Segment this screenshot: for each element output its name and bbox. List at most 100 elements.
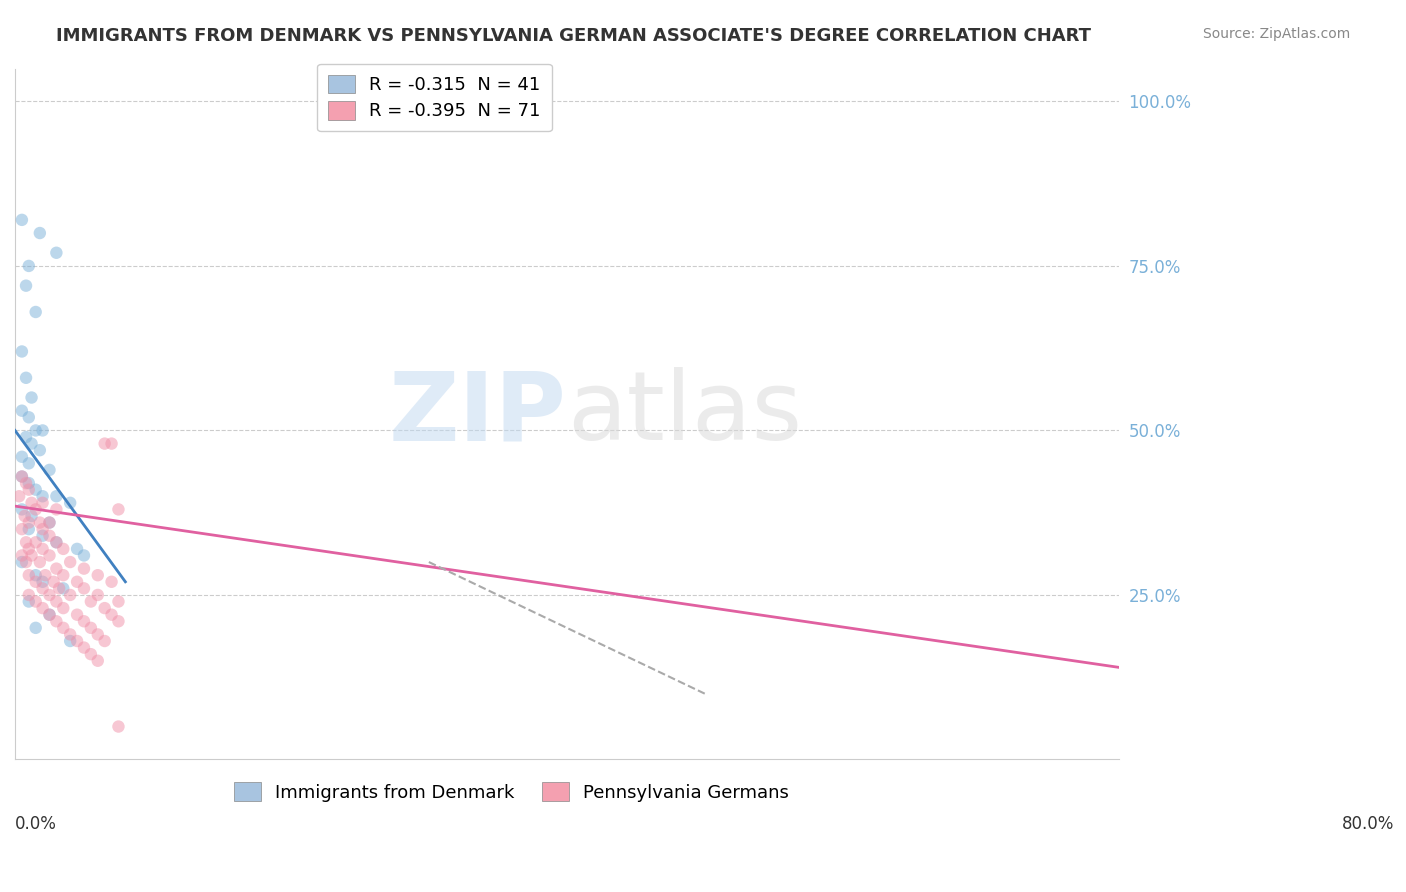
- Point: [100, 436, 122, 450]
- Point: [66, 541, 89, 556]
- Point: [73, 561, 96, 575]
- Point: [11, 212, 34, 227]
- Point: [14, 508, 37, 523]
- Point: [107, 594, 129, 608]
- Point: [87, 627, 110, 641]
- Point: [34, 568, 56, 582]
- Point: [24, 594, 46, 608]
- Point: [11, 502, 34, 516]
- Point: [59, 555, 82, 569]
- Point: [11, 522, 34, 536]
- Point: [93, 634, 115, 648]
- Point: [31, 574, 53, 589]
- Point: [45, 594, 67, 608]
- Point: [11, 344, 34, 359]
- Text: 0.0%: 0.0%: [15, 814, 56, 833]
- Point: [87, 568, 110, 582]
- Point: [17, 594, 39, 608]
- Point: [17, 483, 39, 497]
- Point: [17, 516, 39, 530]
- Text: 80.0%: 80.0%: [1343, 814, 1395, 833]
- Point: [107, 614, 129, 628]
- Point: [31, 582, 53, 596]
- Point: [24, 424, 46, 438]
- Point: [17, 456, 39, 470]
- Point: [73, 582, 96, 596]
- Point: [42, 574, 65, 589]
- Point: [38, 529, 60, 543]
- Point: [17, 259, 39, 273]
- Point: [38, 549, 60, 563]
- Point: [38, 463, 60, 477]
- Point: [73, 549, 96, 563]
- Point: [73, 640, 96, 655]
- Text: atlas: atlas: [567, 368, 801, 460]
- Point: [45, 561, 67, 575]
- Point: [52, 582, 75, 596]
- Point: [15, 535, 38, 549]
- Point: [45, 614, 67, 628]
- Point: [17, 522, 39, 536]
- Point: [28, 443, 51, 458]
- Point: [15, 371, 38, 385]
- Point: [87, 654, 110, 668]
- Point: [31, 601, 53, 615]
- Point: [73, 614, 96, 628]
- Point: [45, 502, 67, 516]
- Point: [31, 541, 53, 556]
- Point: [11, 469, 34, 483]
- Point: [38, 588, 60, 602]
- Point: [28, 555, 51, 569]
- Point: [24, 535, 46, 549]
- Point: [66, 574, 89, 589]
- Point: [17, 541, 39, 556]
- Point: [24, 483, 46, 497]
- Point: [11, 555, 34, 569]
- Point: [8, 489, 31, 503]
- Point: [11, 450, 34, 464]
- Point: [31, 529, 53, 543]
- Point: [52, 621, 75, 635]
- Point: [93, 601, 115, 615]
- Point: [52, 568, 75, 582]
- Point: [38, 607, 60, 622]
- Point: [45, 535, 67, 549]
- Point: [17, 410, 39, 425]
- Point: [107, 502, 129, 516]
- Point: [31, 424, 53, 438]
- Point: [45, 535, 67, 549]
- Point: [20, 508, 42, 523]
- Point: [11, 469, 34, 483]
- Point: [20, 496, 42, 510]
- Point: [107, 720, 129, 734]
- Point: [100, 607, 122, 622]
- Point: [17, 588, 39, 602]
- Point: [15, 430, 38, 444]
- Point: [17, 476, 39, 491]
- Point: [52, 541, 75, 556]
- Point: [31, 496, 53, 510]
- Point: [28, 516, 51, 530]
- Point: [20, 549, 42, 563]
- Point: [24, 621, 46, 635]
- Point: [48, 582, 70, 596]
- Point: [11, 549, 34, 563]
- Point: [38, 516, 60, 530]
- Text: ZIP: ZIP: [389, 368, 567, 460]
- Point: [66, 634, 89, 648]
- Point: [15, 555, 38, 569]
- Point: [45, 489, 67, 503]
- Point: [66, 607, 89, 622]
- Point: [100, 574, 122, 589]
- Legend: Immigrants from Denmark, Pennsylvania Germans: Immigrants from Denmark, Pennsylvania Ge…: [224, 772, 800, 813]
- Point: [80, 621, 103, 635]
- Point: [87, 588, 110, 602]
- Point: [11, 403, 34, 417]
- Point: [80, 594, 103, 608]
- Point: [38, 516, 60, 530]
- Point: [20, 436, 42, 450]
- Text: Source: ZipAtlas.com: Source: ZipAtlas.com: [1202, 27, 1350, 41]
- Text: IMMIGRANTS FROM DENMARK VS PENNSYLVANIA GERMAN ASSOCIATE'S DEGREE CORRELATION CH: IMMIGRANTS FROM DENMARK VS PENNSYLVANIA …: [56, 27, 1091, 45]
- Point: [28, 226, 51, 240]
- Point: [93, 436, 115, 450]
